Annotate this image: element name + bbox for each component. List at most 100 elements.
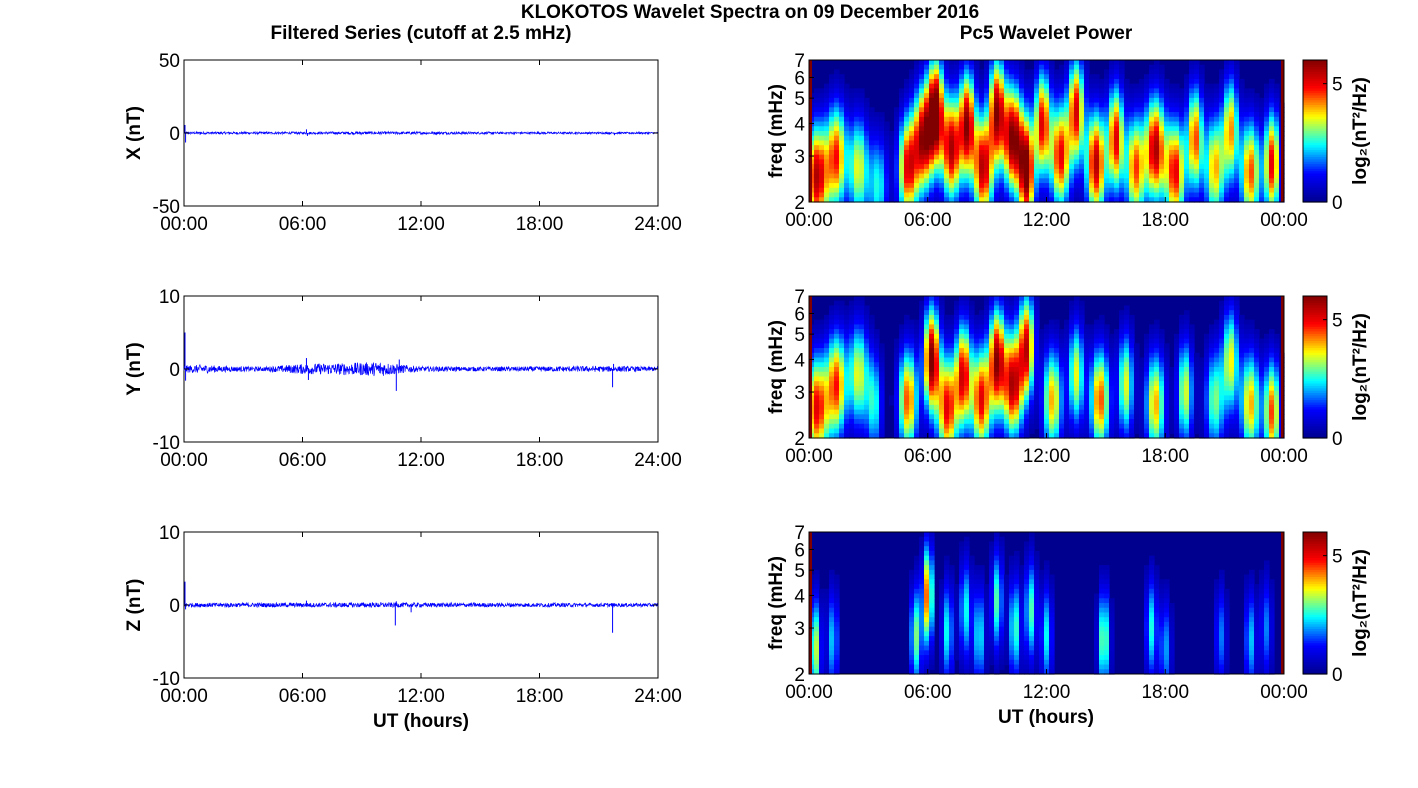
heatmap-cell <box>949 423 955 430</box>
heatmap-cell <box>1039 93 1045 99</box>
heatmap-cell <box>964 428 970 434</box>
heatmap-cell <box>964 357 970 363</box>
heatmap-cell <box>1159 187 1165 194</box>
heatmap-cell <box>909 423 915 430</box>
heatmap-cell <box>909 159 915 165</box>
heatmap-cell <box>1094 433 1100 439</box>
heatmap-cell <box>999 112 1005 118</box>
heatmap-cell <box>1034 149 1040 156</box>
heatmap-cell <box>944 112 950 118</box>
heatmap-cell <box>964 333 970 340</box>
heatmap-cell <box>1194 357 1200 363</box>
heatmap-cell <box>829 93 835 99</box>
heatmap-cell <box>1114 135 1120 142</box>
heatmap-cell <box>1194 69 1200 75</box>
heatmap-cell <box>1009 187 1015 194</box>
heatmap-cell <box>914 145 920 151</box>
heatmap-cell <box>1184 352 1190 359</box>
heatmap-cell <box>1064 381 1070 387</box>
heatmap-cell <box>1224 305 1230 311</box>
heatmap-cell <box>959 97 965 104</box>
heatmap-cell <box>919 149 925 156</box>
heatmap-cell <box>1024 400 1030 406</box>
heatmap-cell <box>994 343 1000 349</box>
heatmap-cell <box>1124 168 1130 175</box>
heatmap-cell <box>1049 131 1055 137</box>
heatmap-cell <box>1159 404 1165 411</box>
heatmap-cell <box>1154 173 1160 179</box>
heatmap-cell <box>1269 135 1275 142</box>
heatmap-cell <box>1119 409 1125 415</box>
heatmap-cell <box>874 126 880 132</box>
heatmap-cell <box>929 324 935 330</box>
heatmap-cell <box>1219 367 1225 373</box>
heatmap-cell <box>944 357 950 363</box>
heatmap-cell <box>869 352 875 359</box>
heatmap-cell <box>1009 376 1015 382</box>
heatmap-cell <box>1024 140 1030 146</box>
heatmap-cell <box>1134 343 1140 349</box>
heatmap-cell <box>864 314 870 321</box>
heatmap-cell <box>989 126 995 132</box>
heatmap-cell <box>879 112 885 118</box>
heatmap-cell <box>999 419 1005 425</box>
heatmap-cell <box>1164 183 1170 189</box>
heatmap-cell <box>989 97 995 104</box>
colorbar-segment <box>1303 119 1327 123</box>
heatmap-cell <box>1029 145 1035 151</box>
heatmap-cell <box>1049 164 1055 170</box>
heatmap-cell <box>1049 414 1055 420</box>
heatmap-cell <box>1024 183 1030 189</box>
heatmap-cell <box>814 168 820 175</box>
heatmap-cell <box>894 362 900 368</box>
heatmap-cell <box>1204 149 1210 156</box>
heatmap-cell <box>989 381 995 387</box>
heatmap-cell <box>1084 97 1090 104</box>
heatmap-cell <box>1104 333 1110 340</box>
heatmap-cell <box>1234 149 1240 156</box>
heatmap-cell <box>1269 88 1275 94</box>
heatmap-cell <box>1254 183 1260 189</box>
heatmap-cell <box>1059 404 1065 411</box>
heatmap-cell <box>964 300 970 307</box>
heatmap-cell <box>1109 409 1115 415</box>
heatmap-cell <box>1189 329 1195 335</box>
heatmap-cell <box>904 376 910 382</box>
heatmap-cell <box>1179 112 1185 118</box>
heatmap-cell <box>1169 400 1175 406</box>
heatmap-cell <box>984 164 990 170</box>
heatmap-cell <box>969 352 975 359</box>
heatmap-cell <box>879 385 885 392</box>
heatmap-cell <box>1049 319 1055 325</box>
heatmap-cell <box>1249 178 1255 184</box>
heatmap-cell <box>1184 78 1190 85</box>
heatmap-cell <box>1059 197 1065 203</box>
heatmap-cell <box>1219 362 1225 368</box>
heatmap-cell <box>849 314 855 321</box>
heatmap-cell <box>1234 385 1240 392</box>
heatmap-cell <box>859 178 865 184</box>
heatmap-cell <box>919 102 925 108</box>
heatmap-cell <box>914 149 920 156</box>
heatmap-cell <box>1169 168 1175 175</box>
heatmap-cell <box>1214 145 1220 151</box>
heatmap-cell <box>1054 187 1060 194</box>
heatmap-cell <box>1109 97 1115 104</box>
heatmap-cell <box>1074 419 1080 425</box>
heatmap-cell <box>1204 338 1210 344</box>
heatmap-cell <box>1114 178 1120 184</box>
heatmap-cell <box>924 296 930 302</box>
heatmap-cell <box>1239 145 1245 151</box>
heatmap-cell <box>949 178 955 184</box>
heatmap-cell <box>1014 300 1020 307</box>
heatmap-cell <box>829 112 835 118</box>
heatmap-cell <box>824 145 830 151</box>
heatmap-cell <box>999 116 1005 123</box>
heatmap-cell <box>839 343 845 349</box>
heatmap-cell <box>974 352 980 359</box>
heatmap-cell <box>869 116 875 123</box>
heatmap-cell <box>1224 145 1230 151</box>
heatmap-cell <box>1209 154 1215 160</box>
heatmap-cell <box>1134 362 1140 368</box>
colorbar-segment <box>1303 123 1327 127</box>
